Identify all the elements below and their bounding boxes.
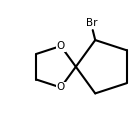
Text: O: O [57, 41, 65, 51]
Text: O: O [57, 83, 65, 92]
Text: Br: Br [86, 18, 97, 28]
